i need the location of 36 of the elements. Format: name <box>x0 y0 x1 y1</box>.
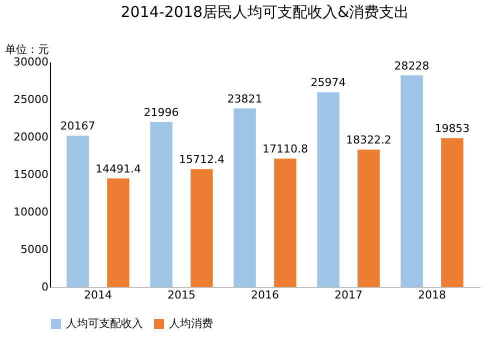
x-tick-label: 2016 <box>251 288 279 302</box>
bar <box>66 136 89 287</box>
x-tick-label: 2017 <box>334 288 362 302</box>
bar <box>317 92 340 287</box>
bar <box>400 75 423 287</box>
y-tick-label: 10000 <box>14 206 48 218</box>
data-label: 25974 <box>310 76 346 90</box>
data-label: 21996 <box>144 106 179 120</box>
data-label: 23821 <box>227 92 262 106</box>
y-tick-label: 5000 <box>20 243 48 256</box>
y-tick-label: 15000 <box>14 168 48 181</box>
data-label: 15712.4 <box>178 153 224 166</box>
bar <box>107 178 130 287</box>
legend-label: 人均可支配收入 <box>66 317 143 330</box>
x-tick-label: 2015 <box>168 288 196 302</box>
bar <box>150 122 172 287</box>
chart-title: 2014-2018居民人均可支配收入&消费支出 <box>120 3 410 21</box>
y-tick-label: 20000 <box>14 130 48 144</box>
data-label: 28228 <box>394 59 430 72</box>
data-label: 14491.4 <box>95 162 141 176</box>
bar <box>190 169 213 287</box>
data-label: 19853 <box>434 122 470 136</box>
bar <box>358 150 380 287</box>
bar <box>441 138 464 287</box>
text: 单位：元 <box>5 43 49 56</box>
data-label: 18322.2 <box>346 134 392 147</box>
y-tick-label: 0 <box>42 280 48 294</box>
y-tick-label: 25000 <box>14 93 48 106</box>
data-label: 20167 <box>60 120 96 133</box>
x-tick-label: 2018 <box>418 288 446 302</box>
data-label: 17110.8 <box>262 142 308 156</box>
y-tick-label: 30000 <box>14 56 48 68</box>
x-tick-label: 2014 <box>84 288 112 302</box>
bar <box>234 108 256 287</box>
legend-label: 人均消费 <box>169 317 213 330</box>
bar <box>274 158 296 287</box>
